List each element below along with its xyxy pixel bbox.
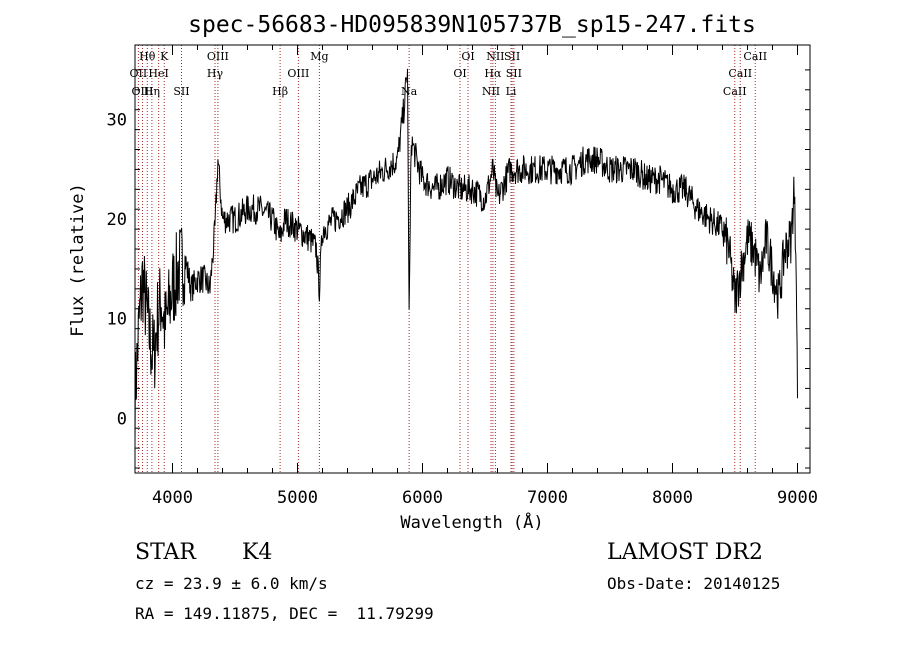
y-tick-label: 0 [117, 409, 127, 429]
object-subclass: K4 [242, 540, 273, 565]
spectrum-line [134, 68, 798, 444]
spectral-line-label: OIII [131, 85, 153, 98]
x-axis-label: Wavelength (Å) [400, 511, 543, 533]
spectral-line-label: Hγ [207, 67, 224, 80]
spectral-line-label: OIII [207, 50, 229, 63]
spectrum-chart: spec-56683-HD095839N105737B_sp15-247.fit… [68, 12, 818, 533]
spectral-line-label: Hη [144, 85, 160, 98]
spectral-line-label: SII [173, 85, 189, 98]
x-tick-label: 7000 [527, 488, 568, 508]
spectral-line-label: OII [130, 67, 148, 80]
spectral-line-label: SII [504, 50, 520, 63]
chart-title: spec-56683-HD095839N105737B_sp15-247.fit… [188, 12, 756, 38]
y-tick-label: 30 [107, 111, 127, 131]
spectral-line-label: Mg [310, 50, 328, 63]
x-tick-label: 8000 [652, 488, 693, 508]
y-tick-label: 20 [107, 210, 127, 230]
spectral-line-label: OIII [287, 67, 309, 80]
plot-frame [134, 44, 811, 474]
x-tick-label: 5000 [277, 488, 318, 508]
spectral-line-label: Li [506, 85, 517, 98]
spectral-line-label: CaII [728, 67, 752, 80]
spectral-line-label: CaII [743, 50, 767, 63]
observation-date: Obs-Date: 20140125 [607, 574, 781, 593]
spectral-line-label: NII [482, 85, 500, 98]
x-tick-label: 9000 [777, 488, 818, 508]
ra-dec-coordinates: RA = 149.11875, DEC = 11.79299 [135, 604, 434, 623]
x-tick-label: 6000 [402, 488, 443, 508]
spectral-line-label: SII [506, 67, 522, 80]
spectral-line-label: NII [486, 50, 504, 63]
y-tick-label: 10 [107, 310, 127, 330]
x-tick-label: 4000 [152, 488, 193, 508]
spectral-line-label: Na [401, 85, 418, 98]
spectral-line-label: OI [453, 67, 466, 80]
spectral-line-label: Hβ [272, 85, 288, 98]
spectral-line-label: Hθ [139, 50, 156, 63]
spectral-line-label: Hα [484, 67, 502, 80]
object-class: STAR [135, 540, 196, 565]
y-axis-label: Flux (relative) [68, 183, 88, 337]
redshift-velocity: cz = 23.9 ± 6.0 km/s [135, 574, 328, 593]
spectral-line-label: OI [461, 50, 474, 63]
spectral-line-label: K [160, 50, 169, 63]
spectral-line-label: HeI [148, 67, 168, 80]
spectral-line-label: CaII [723, 85, 747, 98]
survey-name: LAMOST DR2 [607, 540, 763, 565]
